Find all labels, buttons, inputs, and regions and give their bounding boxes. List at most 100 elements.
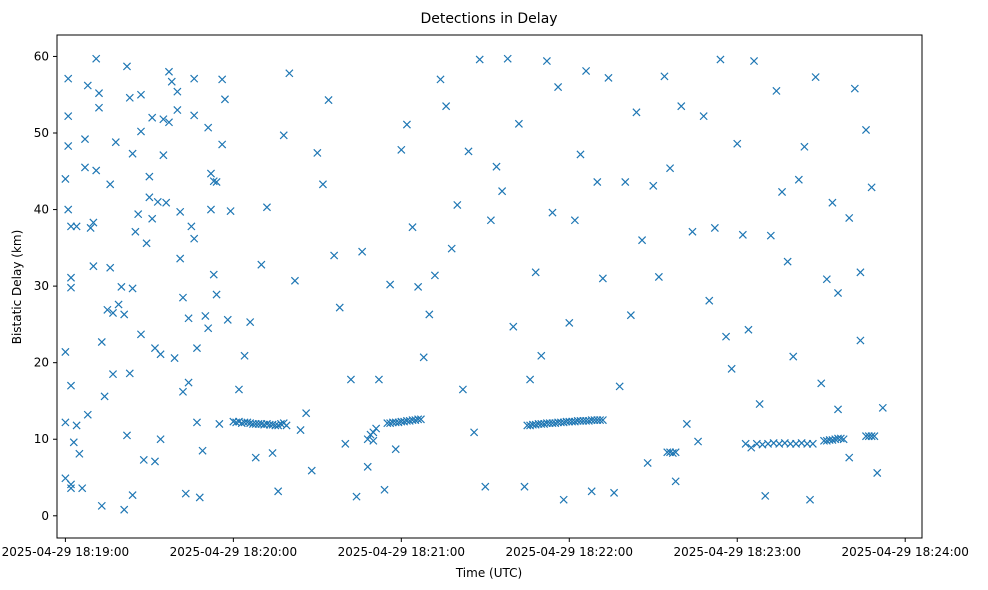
data-point-marker (615, 382, 624, 391)
data-point-marker (363, 435, 372, 444)
data-point-marker (766, 231, 775, 240)
data-point-marker (178, 293, 187, 302)
data-point-marker (64, 205, 73, 214)
data-point-marker (845, 453, 854, 462)
data-point-marker (164, 67, 173, 76)
data-point-marker (621, 177, 630, 187)
data-point-marker (285, 69, 294, 78)
data-point-marker (596, 416, 605, 425)
data-point-marker (218, 140, 227, 149)
data-point-marker (226, 207, 235, 216)
data-point-marker (136, 330, 146, 339)
data-point-marker (251, 453, 260, 462)
data-point-marker (397, 145, 406, 154)
data-point-marker (576, 150, 585, 159)
data-point-marker (537, 351, 546, 360)
data-point-marker (125, 369, 134, 378)
data-point-marker (475, 55, 484, 64)
data-point-marker (75, 449, 84, 458)
data-point-marker (86, 223, 95, 232)
data-point-marker (212, 290, 221, 299)
data-point-marker (64, 74, 73, 83)
data-point-marker (811, 73, 820, 82)
data-point-marker (503, 54, 512, 63)
data-point-marker (170, 354, 179, 363)
data-point-marker (806, 495, 815, 504)
data-point-marker (106, 263, 115, 272)
data-point-marker (111, 138, 120, 147)
data-point-marker (108, 308, 118, 317)
data-point-marker (148, 113, 157, 122)
data-point-marker (761, 491, 770, 500)
x-tick-label: 2025-04-29 18:19:00 (2, 545, 129, 559)
data-point-marker (861, 125, 871, 134)
data-point-marker (716, 55, 725, 64)
x-tick-label: 2025-04-29 18:20:00 (170, 545, 297, 559)
chart-title: Detections in Delay (420, 11, 557, 27)
data-point-marker (369, 428, 378, 437)
data-point-marker (554, 83, 563, 92)
data-point-marker (72, 222, 81, 231)
data-point-marker (408, 223, 417, 232)
data-point-marker (817, 379, 826, 388)
data-point-marker (97, 337, 106, 347)
data-point-marker (598, 274, 607, 283)
data-point-marker (335, 303, 344, 312)
data-point-marker (209, 177, 218, 186)
data-point-marker (66, 480, 76, 489)
data-point-marker (341, 439, 350, 448)
data-point-marker (856, 268, 865, 277)
data-point-marker (649, 181, 658, 190)
data-point-marker (346, 375, 355, 384)
data-point-marker (668, 448, 677, 458)
data-point-marker (582, 66, 591, 76)
data-point-marker (274, 487, 283, 496)
data-point-marker (430, 271, 439, 280)
data-point-marker (509, 322, 518, 331)
data-point-marker (425, 310, 434, 319)
data-point-marker (173, 87, 182, 96)
data-point-marker (176, 207, 185, 216)
data-point-marker (498, 187, 507, 196)
data-point-marker (750, 57, 759, 66)
data-point-marker (486, 216, 495, 225)
data-point-marker (744, 325, 753, 334)
data-point-marker (209, 270, 218, 279)
data-point-marker (178, 387, 187, 396)
data-point-marker (570, 216, 579, 225)
data-point-marker (83, 81, 92, 90)
data-point-marker (279, 131, 288, 140)
y-tick-label: 60 (34, 49, 49, 63)
data-point-marker (794, 175, 803, 184)
data-point-marker (192, 418, 201, 427)
data-point-marker (442, 102, 451, 111)
x-axis-label: Time (UTC) (455, 566, 522, 580)
data-point-marker (92, 166, 101, 175)
data-point-marker (548, 208, 557, 217)
data-point-marker (164, 118, 173, 127)
data-point-marker (201, 311, 210, 321)
data-point-marker (705, 296, 714, 305)
data-point-marker (192, 344, 201, 353)
data-point-marker (220, 95, 229, 104)
data-point-marker (206, 205, 215, 214)
data-point-marker (643, 458, 652, 467)
data-point-marker (324, 96, 333, 105)
data-point-marker (836, 434, 845, 443)
data-point-marker (833, 434, 843, 443)
data-point-marker (131, 227, 140, 236)
data-point-marker (778, 187, 787, 196)
data-point-marker (850, 84, 859, 93)
data-point-marker (598, 416, 607, 425)
data-point-marker (223, 315, 232, 324)
data-point-marker (136, 90, 146, 99)
data-point-marker (145, 193, 154, 202)
data-point-marker (470, 428, 479, 437)
data-point-marker (514, 119, 523, 128)
data-point-marker (789, 352, 798, 361)
y-tick-label: 40 (34, 203, 49, 217)
data-point-marker (173, 106, 182, 115)
data-point-marker (134, 210, 143, 219)
y-axis-label: Bistatic Delay (km) (10, 230, 24, 345)
data-point-marker (80, 135, 90, 144)
